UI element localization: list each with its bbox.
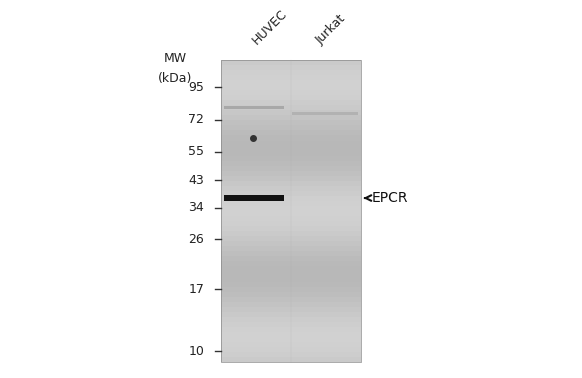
Bar bbox=[222, 271, 360, 277]
Bar bbox=[222, 80, 360, 85]
Bar bbox=[222, 347, 360, 352]
Bar bbox=[222, 236, 360, 241]
Bar bbox=[222, 171, 360, 176]
Text: 72: 72 bbox=[188, 113, 204, 127]
Bar bbox=[222, 120, 360, 125]
Bar bbox=[222, 307, 360, 312]
Text: EPCR: EPCR bbox=[372, 191, 409, 205]
Bar bbox=[222, 60, 360, 65]
Text: 17: 17 bbox=[188, 283, 204, 296]
Bar bbox=[222, 75, 360, 80]
Bar bbox=[222, 110, 360, 115]
Bar bbox=[222, 65, 360, 70]
Bar bbox=[222, 115, 360, 120]
Bar bbox=[222, 130, 360, 135]
Bar bbox=[222, 297, 360, 302]
Bar bbox=[222, 337, 360, 342]
Bar bbox=[222, 312, 360, 317]
Bar bbox=[222, 105, 360, 110]
Text: MW: MW bbox=[164, 52, 187, 65]
Bar bbox=[222, 231, 360, 236]
Text: 43: 43 bbox=[189, 174, 204, 187]
Bar bbox=[222, 166, 360, 171]
Text: (kDa): (kDa) bbox=[158, 72, 192, 85]
Bar bbox=[222, 277, 360, 282]
Bar bbox=[222, 327, 360, 332]
Bar bbox=[222, 357, 360, 362]
Bar bbox=[222, 85, 360, 90]
Text: 95: 95 bbox=[188, 81, 204, 94]
Text: Jurkat: Jurkat bbox=[314, 12, 349, 47]
Bar bbox=[222, 60, 360, 362]
Bar bbox=[222, 322, 360, 327]
Bar bbox=[222, 302, 360, 307]
Bar bbox=[222, 150, 360, 156]
Bar bbox=[222, 352, 360, 357]
Text: 26: 26 bbox=[189, 233, 204, 246]
Bar bbox=[222, 176, 360, 181]
Bar bbox=[222, 241, 360, 246]
Bar bbox=[222, 266, 360, 271]
Bar bbox=[222, 292, 360, 297]
Bar bbox=[222, 221, 360, 226]
Bar bbox=[222, 262, 360, 266]
Bar bbox=[222, 317, 360, 322]
Bar bbox=[222, 206, 360, 211]
Bar bbox=[222, 161, 360, 166]
Bar bbox=[222, 70, 360, 75]
Bar bbox=[222, 95, 360, 100]
Bar bbox=[222, 256, 360, 262]
Bar bbox=[222, 282, 360, 287]
Bar bbox=[222, 216, 360, 221]
Bar bbox=[222, 226, 360, 231]
Bar bbox=[222, 196, 360, 201]
Bar bbox=[222, 246, 360, 251]
Bar bbox=[222, 191, 360, 196]
Text: 10: 10 bbox=[188, 345, 204, 358]
Bar bbox=[222, 251, 360, 256]
Bar bbox=[225, 195, 284, 201]
Bar bbox=[222, 186, 360, 191]
Bar bbox=[222, 211, 360, 216]
Bar bbox=[222, 125, 360, 130]
Bar bbox=[225, 106, 284, 109]
Bar bbox=[222, 332, 360, 337]
Bar bbox=[222, 141, 360, 146]
Bar bbox=[222, 342, 360, 347]
Bar bbox=[292, 112, 357, 115]
Bar bbox=[222, 201, 360, 206]
Bar bbox=[222, 135, 360, 141]
Bar bbox=[222, 100, 360, 105]
Bar bbox=[222, 181, 360, 186]
Text: HUVEC: HUVEC bbox=[250, 7, 290, 47]
Text: 55: 55 bbox=[188, 145, 204, 158]
Bar bbox=[222, 90, 360, 95]
Bar bbox=[222, 146, 360, 150]
Bar bbox=[222, 156, 360, 161]
Bar bbox=[222, 287, 360, 292]
Text: 34: 34 bbox=[189, 201, 204, 214]
Bar bbox=[222, 60, 360, 362]
